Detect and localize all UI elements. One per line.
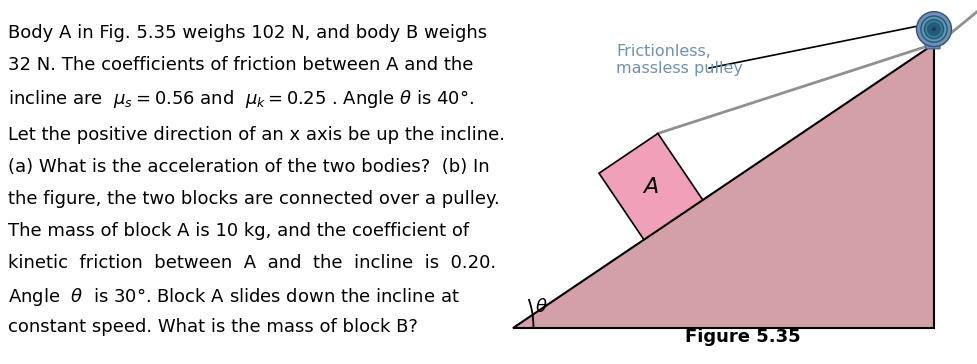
Text: Let the positive direction of an x axis be up the incline.: Let the positive direction of an x axis … [8,126,504,144]
Text: Frictionless,
massless pulley: Frictionless, massless pulley [616,44,743,76]
Text: Angle  $\theta$  is 30°. Block A slides down the incline at: Angle $\theta$ is 30°. Block A slides do… [8,286,459,308]
Text: Figure 5.35: Figure 5.35 [685,328,800,346]
Polygon shape [513,44,933,328]
Circle shape [915,12,951,47]
Text: 32 N. The coefficients of friction between A and the: 32 N. The coefficients of friction betwe… [8,56,473,74]
Text: θ: θ [534,298,546,316]
Text: constant speed. What is the mass of block B?: constant speed. What is the mass of bloc… [8,318,417,336]
Text: A: A [643,177,658,197]
Polygon shape [923,29,943,44]
Text: the figure, the two blocks are connected over a pulley.: the figure, the two blocks are connected… [8,190,499,208]
Polygon shape [598,134,702,240]
Text: (a) What is the acceleration of the two bodies?  (b) In: (a) What is the acceleration of the two … [8,158,489,176]
Polygon shape [919,20,939,49]
Text: The mass of block A is 10 kg, and the coefficient of: The mass of block A is 10 kg, and the co… [8,222,469,240]
Text: Body A in Fig. 5.35 weighs 102 N, and body B weighs: Body A in Fig. 5.35 weighs 102 N, and bo… [8,24,487,42]
Circle shape [927,23,939,35]
Circle shape [920,16,946,42]
Circle shape [930,27,936,32]
Text: incline are  $\mu_s = 0.56$ and  $\mu_k = 0.25$ . Angle $\theta$ is 40°.: incline are $\mu_s = 0.56$ and $\mu_k = … [8,88,474,110]
Text: kinetic  friction  between  A  and  the  incline  is  0.20.: kinetic friction between A and the incli… [8,254,495,272]
Circle shape [923,20,943,39]
